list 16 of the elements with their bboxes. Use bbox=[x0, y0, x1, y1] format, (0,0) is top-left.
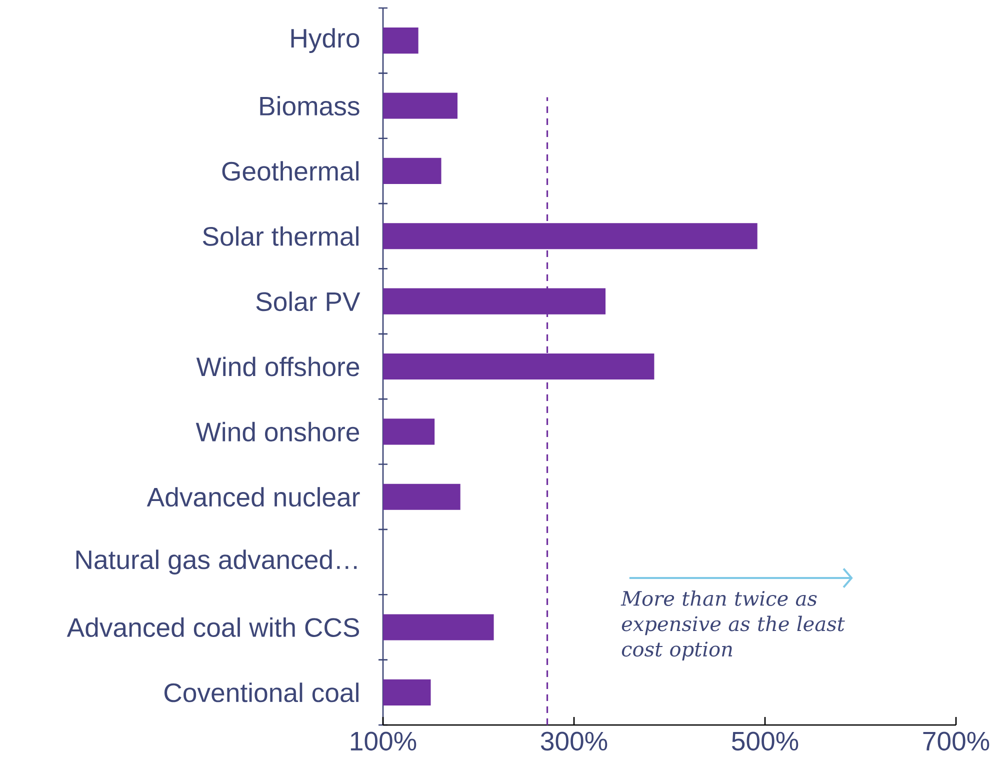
y-tick-label: Geothermal bbox=[222, 161, 358, 181]
x-tick-label: 700% bbox=[923, 732, 990, 751]
x-tick-label: 300% bbox=[540, 732, 608, 751]
y-tick-label: Solar PV bbox=[256, 292, 360, 312]
y-tick-label: Advanced coal with CCS bbox=[66, 617, 360, 638]
x-tick-label: 100% bbox=[350, 732, 416, 751]
y-tick-label: Wind offshore bbox=[196, 356, 360, 376]
x-tick-label: 500% bbox=[732, 732, 798, 751]
y-tick-label: Hydro bbox=[291, 28, 360, 54]
y-tick-label: Coventional coal bbox=[164, 682, 358, 702]
annotation: More than twice as expensive as the least cost option bbox=[620, 590, 845, 660]
y-tick-label: Solar thermal bbox=[202, 226, 358, 246]
y-tick-label: Wind onshore bbox=[196, 422, 360, 442]
y-tick-label: Natural gas advanced… bbox=[76, 550, 357, 574]
y-tick-label: Biomass bbox=[260, 96, 360, 116]
y-tick-label: Advanced nuclear bbox=[146, 487, 360, 507]
